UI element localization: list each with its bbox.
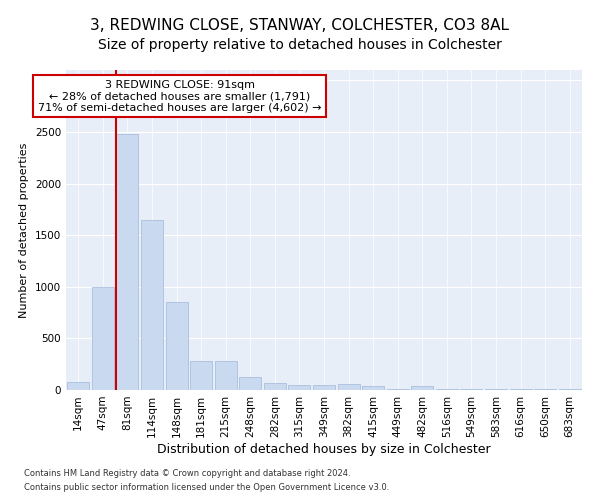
Bar [313,385,335,390]
Bar [264,383,286,390]
Bar [289,385,310,390]
Text: Contains HM Land Registry data © Crown copyright and database right 2024.: Contains HM Land Registry data © Crown c… [24,468,350,477]
Bar [411,386,433,390]
X-axis label: Distribution of detached houses by size in Colchester: Distribution of detached houses by size … [157,442,491,456]
Bar [141,220,163,390]
Bar [362,386,384,390]
Bar [116,134,139,390]
Bar [215,361,237,390]
Bar [166,302,188,390]
Bar [239,376,262,390]
Text: 3 REDWING CLOSE: 91sqm
← 28% of detached houses are smaller (1,791)
71% of semi-: 3 REDWING CLOSE: 91sqm ← 28% of detached… [38,80,321,113]
Text: 3, REDWING CLOSE, STANWAY, COLCHESTER, CO3 8AL: 3, REDWING CLOSE, STANWAY, COLCHESTER, C… [91,18,509,32]
Text: Size of property relative to detached houses in Colchester: Size of property relative to detached ho… [98,38,502,52]
Bar [338,384,359,390]
Y-axis label: Number of detached properties: Number of detached properties [19,142,29,318]
Bar [92,287,114,390]
Bar [190,361,212,390]
Text: Contains public sector information licensed under the Open Government Licence v3: Contains public sector information licen… [24,484,389,492]
Bar [67,382,89,390]
